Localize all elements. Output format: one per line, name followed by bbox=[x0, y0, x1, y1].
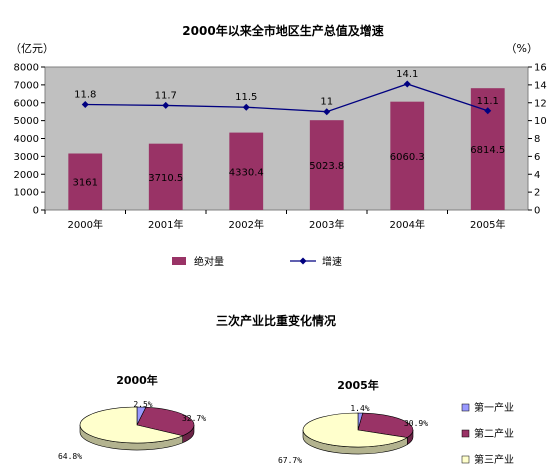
pie-slice bbox=[302, 412, 409, 448]
right-tick-label: 2 bbox=[534, 188, 540, 199]
plot-background bbox=[44, 66, 529, 211]
legend-line-marker bbox=[299, 257, 307, 265]
pie-legend-label: 第一产业 bbox=[474, 401, 514, 414]
growth-value-label: 11.8 bbox=[74, 90, 96, 101]
pie-title: 2000年 bbox=[116, 373, 158, 387]
pie-title: 2005年 bbox=[337, 378, 379, 392]
pie-legend-swatch bbox=[461, 403, 470, 412]
left-tick-label: 4000 bbox=[14, 134, 39, 145]
left-tick-label: 7000 bbox=[14, 80, 39, 91]
growth-value-label: 14.1 bbox=[396, 69, 418, 80]
pie-slice bbox=[79, 406, 184, 444]
growth-value-label: 11.5 bbox=[235, 92, 257, 103]
right-tick-label: 16 bbox=[534, 63, 547, 74]
x-tick-label: 2002年 bbox=[229, 218, 264, 231]
growth-point bbox=[403, 80, 411, 88]
combo-chart-legend: 绝对量 增速 bbox=[172, 255, 342, 268]
left-tick-label: 8000 bbox=[14, 63, 39, 74]
left-tick-label: 2000 bbox=[14, 170, 39, 181]
bar bbox=[148, 143, 183, 210]
pie-slice bbox=[136, 406, 195, 437]
growth-point bbox=[81, 101, 89, 109]
growth-point bbox=[242, 103, 250, 111]
legend-bar-swatch bbox=[172, 257, 186, 265]
pie-slice-label: 1.4% bbox=[350, 404, 369, 413]
right-tick-label: 10 bbox=[534, 116, 547, 127]
x-tick-label: 2005年 bbox=[470, 218, 505, 231]
chart-title: 2000年以来全市地区生产总值及增速 bbox=[182, 23, 383, 38]
bar bbox=[229, 132, 264, 210]
pie-legend-swatch bbox=[461, 455, 470, 464]
growth-value-label: 11.7 bbox=[155, 90, 177, 101]
pie-section-title: 三次产业比重变化情况 bbox=[216, 313, 336, 328]
left-axis-unit: （亿元） bbox=[10, 42, 54, 55]
pie-slice-label: 30.9% bbox=[404, 419, 428, 428]
x-tick-label: 2004年 bbox=[390, 218, 425, 231]
pie-slice bbox=[357, 412, 414, 438]
right-tick-label: 14 bbox=[534, 80, 547, 91]
bar bbox=[68, 153, 103, 210]
pie-charts: 2000年 2.5% 32.7% 64.8% 2005年 1.4% 30.9% 67.7% bbox=[58, 373, 428, 465]
bar-value-label: 6060.3 bbox=[390, 152, 425, 163]
right-tick-label: 12 bbox=[534, 98, 547, 109]
bar-value-label: 5023.8 bbox=[309, 161, 344, 172]
growth-point bbox=[162, 101, 170, 109]
bar bbox=[390, 101, 425, 210]
left-tick-label: 3000 bbox=[14, 152, 39, 163]
plot-area: 0 1000 2000 3000 4000 5000 6000 7000 8000 0 2 4 6 8 10… bbox=[14, 63, 547, 232]
growth-point bbox=[484, 107, 492, 115]
x-tick-label: 2001年 bbox=[148, 218, 183, 231]
pie-legend-swatch bbox=[461, 429, 470, 438]
left-tick-label: 5000 bbox=[14, 116, 39, 127]
pie-slice-label: 67.7% bbox=[278, 456, 302, 465]
left-tick-label: 0 bbox=[33, 206, 39, 217]
pie-legend-label: 第三产业 bbox=[474, 453, 514, 466]
x-tick-label: 2000年 bbox=[68, 218, 103, 231]
right-axis-unit: （%） bbox=[506, 42, 538, 55]
right-tick-label: 6 bbox=[534, 152, 540, 163]
legend-line-label: 增速 bbox=[322, 255, 342, 268]
growth-value-label: 11 bbox=[320, 97, 333, 108]
growth-point bbox=[323, 108, 331, 116]
pie-slice-label: 64.8% bbox=[58, 452, 82, 461]
bar-value-label: 4330.4 bbox=[229, 167, 264, 178]
bar bbox=[309, 120, 344, 210]
growth-value-label: 11.1 bbox=[477, 96, 499, 107]
left-tick-label: 6000 bbox=[14, 98, 39, 109]
pie-slice-label: 2.5% bbox=[133, 400, 152, 409]
legend-bar-label: 绝对量 bbox=[194, 255, 224, 268]
pie-legend-label: 第二产业 bbox=[474, 427, 514, 440]
pie-slice-label: 32.7% bbox=[182, 414, 206, 423]
right-tick-label: 4 bbox=[534, 170, 540, 181]
right-tick-label: 0 bbox=[534, 206, 540, 217]
x-tick-label: 2003年 bbox=[309, 218, 344, 231]
growth-line bbox=[85, 83, 488, 113]
left-tick-label: 1000 bbox=[14, 188, 39, 199]
bar-value-label: 3710.5 bbox=[148, 173, 183, 184]
bar-value-label: 3161 bbox=[73, 178, 98, 189]
right-tick-label: 8 bbox=[534, 134, 540, 145]
bar-value-label: 6814.5 bbox=[470, 145, 505, 156]
